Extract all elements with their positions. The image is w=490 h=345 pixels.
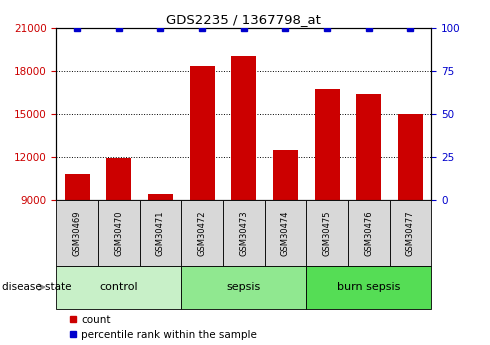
Bar	[190, 66, 215, 200]
Bar	[273, 150, 298, 200]
Bar	[65, 174, 90, 200]
Bar	[181, 200, 223, 266]
Text: control: control	[99, 282, 138, 292]
Bar	[106, 158, 131, 200]
Text: GSM30472: GSM30472	[197, 210, 207, 256]
Text: GSM30470: GSM30470	[114, 210, 123, 256]
Bar	[356, 94, 381, 200]
Bar	[315, 89, 340, 200]
Bar	[306, 200, 348, 266]
Text: GSM30469: GSM30469	[73, 210, 82, 256]
Text: GSM30474: GSM30474	[281, 210, 290, 256]
Text: GSM30471: GSM30471	[156, 210, 165, 256]
Text: GSM30477: GSM30477	[406, 210, 415, 256]
Bar	[231, 56, 256, 200]
Bar	[348, 200, 390, 266]
Bar	[223, 200, 265, 266]
Bar	[148, 194, 173, 200]
Bar	[56, 266, 181, 309]
Legend: count, percentile rank within the sample: count, percentile rank within the sample	[69, 315, 257, 340]
Bar	[181, 266, 306, 309]
Text: sepsis: sepsis	[227, 282, 261, 292]
Text: disease state: disease state	[2, 282, 72, 292]
Bar	[140, 200, 181, 266]
Text: GSM30473: GSM30473	[239, 210, 248, 256]
Text: GSM30476: GSM30476	[364, 210, 373, 256]
Bar	[265, 200, 306, 266]
Text: burn sepsis: burn sepsis	[337, 282, 400, 292]
Bar	[98, 200, 140, 266]
Text: GSM30475: GSM30475	[322, 210, 332, 256]
Bar	[56, 200, 98, 266]
Bar	[390, 200, 431, 266]
Bar	[398, 114, 423, 200]
Bar	[306, 266, 431, 309]
Title: GDS2235 / 1367798_at: GDS2235 / 1367798_at	[166, 13, 321, 27]
